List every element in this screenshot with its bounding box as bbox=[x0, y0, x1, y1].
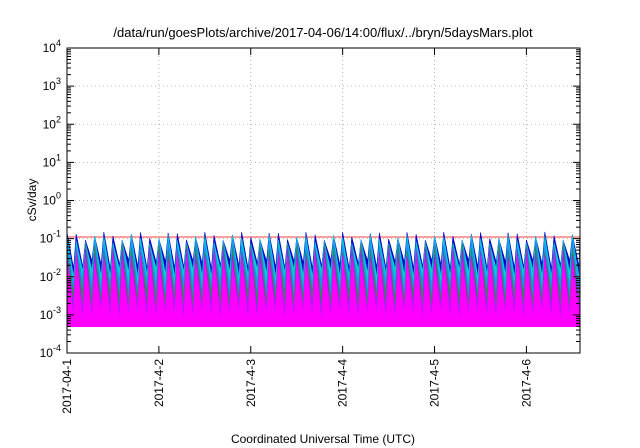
series-layer bbox=[66, 231, 581, 354]
x-axis-label: Coordinated Universal Time (UTC) bbox=[231, 432, 415, 446]
lower-mask bbox=[67, 327, 580, 353]
y-tick-label: 101 bbox=[43, 152, 61, 169]
x-tick-label: 2017-4-4 bbox=[336, 359, 350, 407]
y-tick-label: 103 bbox=[43, 76, 61, 93]
y-tick-label: 10-4 bbox=[40, 343, 61, 360]
y-tick-label: 100 bbox=[43, 191, 61, 208]
x-tick-label: 2017-4-6 bbox=[519, 359, 533, 407]
y-tick-label: 104 bbox=[43, 38, 61, 55]
x-tick-label: 2017-4-5 bbox=[428, 359, 442, 407]
y-tick-label: 10-1 bbox=[40, 229, 61, 246]
y-axis-label: cSv/day bbox=[25, 179, 39, 222]
x-tick-label: 2017-4-2 bbox=[152, 359, 166, 407]
y-tick-label: 102 bbox=[43, 114, 61, 131]
y-tick-label: 10-3 bbox=[40, 305, 61, 322]
x-tick-label: 2017-04-1 bbox=[60, 359, 74, 414]
y-tick-label: 10-2 bbox=[40, 267, 61, 284]
ticks: 10-4 10-3 10-2 10-1 100 101 102 103 104 2017-04-1… bbox=[40, 38, 580, 414]
chart-title: /data/run/goesPlots/archive/2017-04-06/1… bbox=[113, 25, 533, 40]
x-tick-label: 2017-4-3 bbox=[244, 359, 258, 407]
